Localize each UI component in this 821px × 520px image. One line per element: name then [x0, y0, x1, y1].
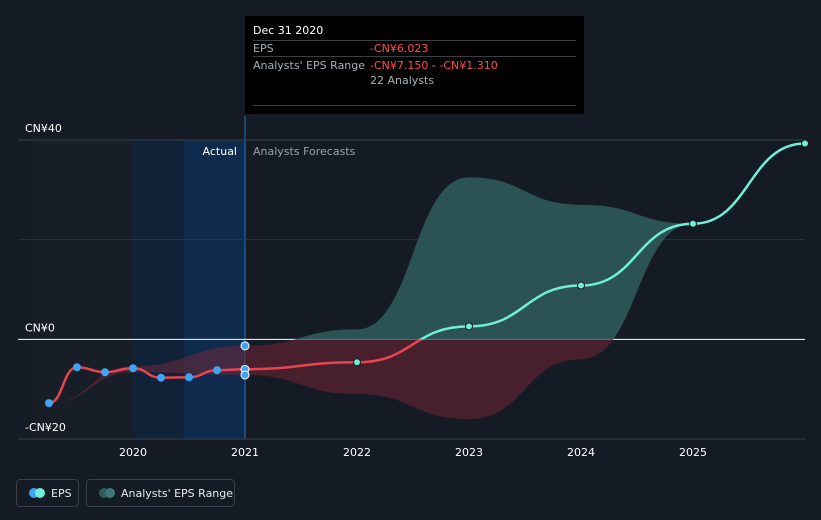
eps-forecast-point — [465, 322, 473, 331]
tooltip-marker — [240, 370, 250, 380]
actual-label: Actual — [203, 145, 237, 158]
eps-forecast-point — [353, 358, 361, 367]
x-tick-label: 2023 — [455, 446, 483, 459]
legend-range-label: Analysts' EPS Range — [121, 486, 234, 500]
legend-eps[interactable]: EPS — [16, 479, 79, 507]
x-tick-label: 2025 — [679, 446, 707, 459]
x-tick-label: 2020 — [119, 446, 147, 459]
eps-range-band-negative — [245, 339, 614, 420]
eps-range-band-positive — [294, 143, 805, 340]
tooltip-eps-label: EPS — [253, 42, 274, 55]
x-tick-label: 2022 — [343, 446, 371, 459]
actual-region-highlight — [183, 140, 245, 439]
legend-range[interactable]: Analysts' EPS Range — [86, 479, 235, 507]
eps-actual-point — [213, 366, 221, 375]
tooltip-range-value: -CN¥7.150 - -CN¥1.310 — [370, 59, 498, 72]
tooltip-date: Dec 31 2020 — [253, 24, 324, 37]
eps-legend-icon — [29, 488, 45, 498]
tooltip-divider — [253, 56, 576, 57]
tooltip-divider — [253, 40, 576, 41]
eps-forecast-point — [689, 219, 697, 228]
eps-actual-point — [185, 373, 193, 382]
eps-actual-point — [101, 368, 109, 377]
early-region-shade — [32, 140, 134, 439]
y-tick-label: CN¥0 — [25, 321, 55, 334]
tooltip-range-low: -CN¥7.150 — [370, 59, 429, 72]
y-tick-label: CN¥40 — [25, 122, 62, 135]
tooltip-eps-value: -CN¥6.023 — [370, 42, 429, 55]
x-tick-label: 2024 — [567, 446, 595, 459]
tooltip-divider — [253, 105, 576, 106]
tooltip-marker — [240, 341, 250, 351]
eps-actual-point — [129, 364, 137, 373]
tooltip-range-sep: - — [431, 59, 436, 72]
tooltip-analysts: 22 Analysts — [370, 74, 435, 87]
eps-forecast-point — [801, 139, 809, 148]
x-tick-label: 2021 — [231, 446, 259, 459]
historical-range-band — [49, 345, 245, 404]
eps-forecast-line-positive — [418, 142, 806, 340]
y-tick-label: -CN¥20 — [25, 421, 66, 434]
tooltip-range-label: Analysts' EPS Range — [253, 59, 366, 72]
legend-eps-label: EPS — [51, 486, 72, 500]
forecast-label: Analysts Forecasts — [253, 145, 356, 158]
tooltip-range-high: -CN¥1.310 — [439, 59, 498, 72]
eps-actual-point — [45, 399, 53, 408]
tooltip: Dec 31 2020 EPS -CN¥6.023 Analysts' EPS … — [245, 16, 584, 114]
eps-actual-point — [73, 363, 81, 372]
range-legend-icon — [99, 488, 115, 498]
eps-forecast-point — [577, 281, 585, 290]
eps-actual-point — [157, 373, 165, 382]
